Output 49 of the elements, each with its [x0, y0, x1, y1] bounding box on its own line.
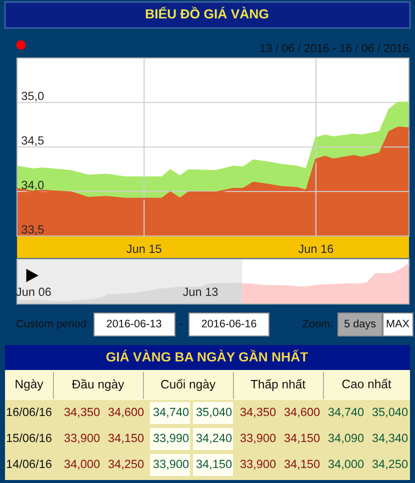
text: 34,090: [328, 434, 364, 444]
x-tick-label: Jun 15: [126, 244, 162, 254]
text: 34,740: [328, 408, 364, 418]
text: 16/06/16: [6, 407, 52, 416]
text: -: [180, 324, 182, 325]
text: 35,040: [196, 408, 232, 418]
text: 34,000: [328, 460, 364, 470]
text: 34,250: [372, 460, 408, 470]
text: 35,040: [372, 408, 408, 418]
text: 34,600: [108, 408, 144, 418]
text: 5 days: [344, 319, 376, 330]
text: 34,340: [372, 434, 408, 444]
text: MAX: [386, 320, 410, 328]
text: 33,990: [153, 434, 189, 444]
chart-title: BIỂU ĐỒ GIÁ VÀNG: [146, 6, 268, 19]
text: Ngày: [16, 379, 44, 391]
text: 2016-06-13: [106, 320, 162, 328]
text: 14/06/16: [6, 459, 52, 468]
text: 15/06/16: [6, 433, 52, 442]
text: GIÁ VÀNG BA NGÀY GẦN NHẤT: [106, 350, 308, 362]
y-tick-label: 35,0: [22, 92, 44, 102]
text: 34,000: [64, 460, 100, 470]
y-tick-label: 34,0: [22, 180, 44, 191]
text: 34,600: [284, 408, 320, 418]
text: 33,900: [240, 434, 276, 444]
x-tick-label: Jun 16: [298, 244, 334, 254]
text: 34,150: [284, 460, 320, 470]
text: 34,150: [108, 434, 144, 444]
text: Custom period:: [16, 319, 88, 330]
text: 34,250: [108, 460, 144, 470]
text: Cao nhất: [342, 378, 392, 388]
chart-subtitle: 13 / 06 / 2016 - 16 / 06 / 2016: [260, 44, 409, 52]
text: Cuối ngày: [161, 379, 216, 391]
text: 33,900: [153, 460, 189, 470]
text: 33,900: [240, 460, 276, 470]
text: 34,350: [64, 408, 100, 418]
text: 34,150: [196, 460, 232, 470]
text: 33,900: [64, 434, 100, 444]
y-tick-label: 33,5: [22, 225, 44, 236]
y-tick-label: 34,5: [22, 136, 44, 146]
text: 34,350: [240, 408, 276, 418]
text: 34,240: [196, 434, 232, 444]
text: 34,740: [153, 408, 189, 418]
text: Đầu ngày: [72, 379, 124, 391]
text: 34,150: [284, 434, 320, 444]
text: 2016-06-16: [202, 320, 256, 328]
text: Thấp nhất: [250, 379, 306, 391]
text: Zoom:: [302, 320, 332, 328]
x-tick-label: Jun 13: [182, 288, 218, 296]
